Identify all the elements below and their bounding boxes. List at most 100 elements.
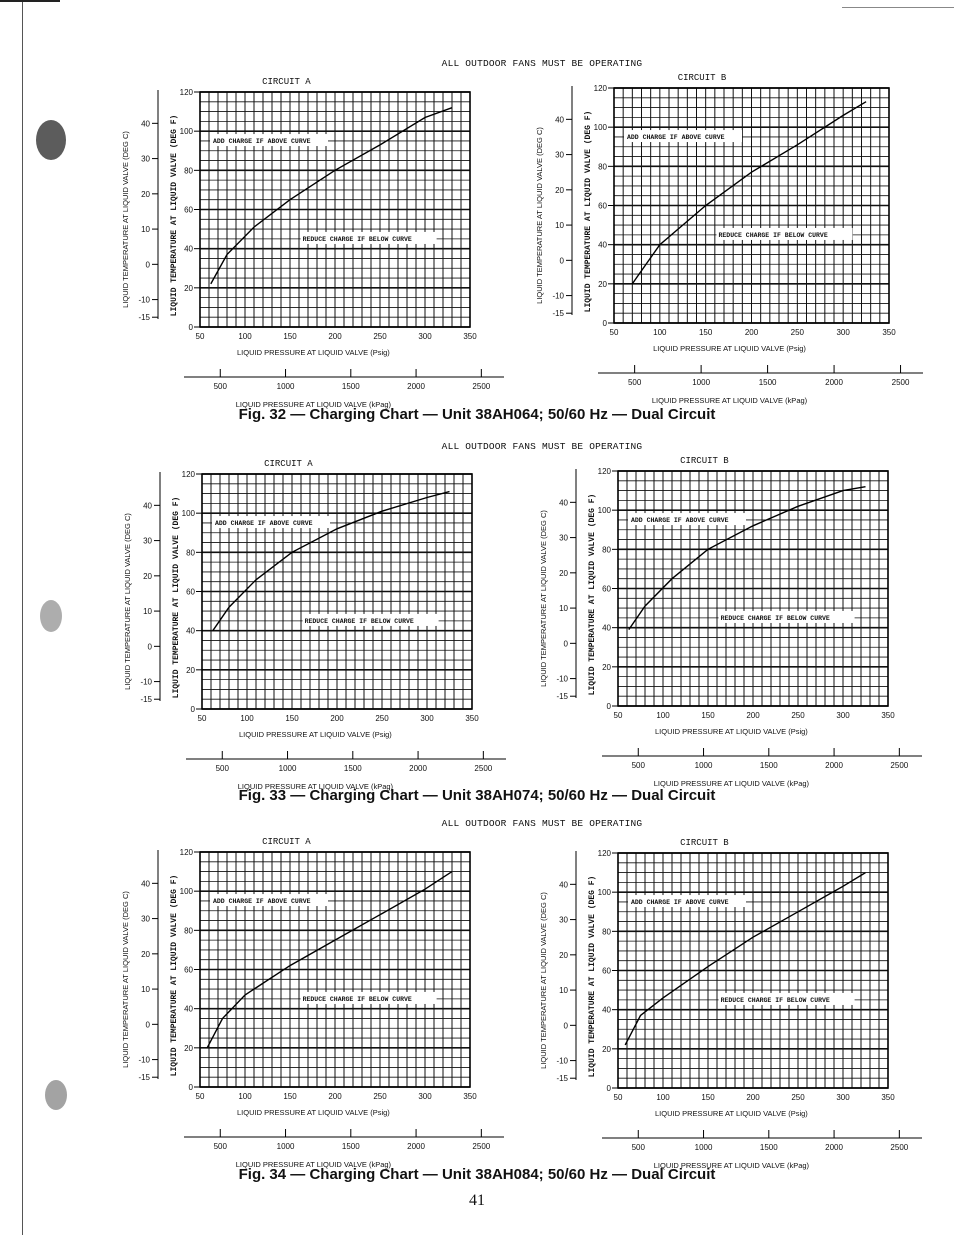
x-tick-label: 50 xyxy=(610,328,619,337)
y-tick-label: 60 xyxy=(184,206,193,215)
annotation-reduce-charge: REDUCE CHARGE IF BELOW CURVE xyxy=(719,232,828,239)
degc-tick-label: -10 xyxy=(556,1057,568,1066)
kpa-tick-label: 2000 xyxy=(407,1142,425,1151)
annotation-backdrop xyxy=(718,610,855,623)
degc-tick-label: 0 xyxy=(564,1021,569,1030)
annotation-backdrop xyxy=(212,516,330,529)
degc-tick-label: 10 xyxy=(559,986,568,995)
x-tick-label: 50 xyxy=(196,1092,205,1101)
page-top-rule xyxy=(842,7,954,8)
x-tick-label: 150 xyxy=(701,1093,715,1102)
y-tick-label: 80 xyxy=(186,548,195,557)
x-tick-label: 100 xyxy=(656,1093,670,1102)
fig34-banner: ALL OUTDOOR FANS MUST BE OPERATING xyxy=(441,818,643,829)
x-axis-label: LIQUID PRESSURE AT LIQUID VALVE (Psig) xyxy=(655,1109,808,1118)
page-number: 41 xyxy=(469,1192,485,1209)
kpa-tick-label: 500 xyxy=(632,761,646,770)
x-tick-label: 350 xyxy=(465,714,479,723)
y-tick-label: 120 xyxy=(598,849,612,858)
y-tick-label: 20 xyxy=(184,1044,193,1053)
kpa-axis-label: LIQUID PRESSURE AT LIQUID VALVE (kPag) xyxy=(236,400,392,409)
kpa-tick-label: 500 xyxy=(632,1143,646,1152)
x-tick-label: 250 xyxy=(373,1092,387,1101)
annotation-backdrop xyxy=(300,991,437,1004)
x-tick-label: 300 xyxy=(836,328,850,337)
y-tick-label: 120 xyxy=(180,848,194,857)
degc-tick-label: 0 xyxy=(564,639,569,648)
annotation-add-charge: ADD CHARGE IF ABOVE CURVE xyxy=(631,517,729,524)
degf-axis-label: LIQUID TEMPERATURE AT LIQUID VALVE (DEG … xyxy=(170,875,179,1077)
kpa-tick-label: 1000 xyxy=(692,378,710,387)
x-tick-label: 350 xyxy=(881,711,895,720)
y-tick-label: 40 xyxy=(184,1005,193,1014)
kpa-tick-label: 1000 xyxy=(277,382,295,391)
degc-tick-label: 40 xyxy=(143,501,152,510)
y-tick-label: 20 xyxy=(186,666,195,675)
kpa-axis-label: LIQUID PRESSURE AT LIQUID VALVE (kPag) xyxy=(238,782,394,791)
annotation-backdrop xyxy=(716,227,853,240)
degc-tick-label: 10 xyxy=(559,604,568,613)
degc-tick-label: 20 xyxy=(559,951,568,960)
charging-curve xyxy=(631,101,867,285)
degc-tick-label: -15 xyxy=(556,1074,568,1083)
degc-tick-label: 20 xyxy=(555,186,564,195)
kpa-tick-label: 500 xyxy=(216,764,230,773)
degc-tick-label: 40 xyxy=(141,879,150,888)
kpa-axis-label: LIQUID PRESSURE AT LIQUID VALVE (kPag) xyxy=(654,1161,810,1170)
fig32-banner: ALL OUTDOOR FANS MUST BE OPERATING xyxy=(441,58,643,69)
x-tick-label: 150 xyxy=(699,328,713,337)
y-tick-label: 80 xyxy=(602,927,611,936)
degc-tick-label: 30 xyxy=(559,916,568,925)
chart-title: CIRCUIT B xyxy=(680,456,729,466)
x-tick-label: 250 xyxy=(791,328,805,337)
y-tick-label: 100 xyxy=(180,127,194,136)
annotation-add-charge: ADD CHARGE IF ABOVE CURVE xyxy=(627,134,725,141)
annotation-reduce-charge: REDUCE CHARGE IF BELOW CURVE xyxy=(303,236,412,243)
y-tick-label: 20 xyxy=(184,284,193,293)
y-tick-label: 0 xyxy=(189,323,194,332)
y-tick-label: 20 xyxy=(602,1045,611,1054)
degc-tick-label: -15 xyxy=(138,1073,150,1082)
x-tick-label: 100 xyxy=(240,714,254,723)
chart-title: CIRCUIT B xyxy=(678,73,727,83)
y-tick-label: 120 xyxy=(180,88,194,97)
charging-curve xyxy=(624,872,866,1046)
x-axis-label: LIQUID PRESSURE AT LIQUID VALVE (Psig) xyxy=(653,344,806,353)
kpa-tick-label: 2500 xyxy=(472,382,490,391)
kpa-tick-label: 1500 xyxy=(759,378,777,387)
chart-title: CIRCUIT B xyxy=(680,838,729,848)
degc-tick-label: 30 xyxy=(143,537,152,546)
degc-tick-label: 20 xyxy=(141,950,150,959)
annotation-reduce-charge: REDUCE CHARGE IF BELOW CURVE xyxy=(305,618,414,625)
degc-tick-label: 10 xyxy=(555,221,564,230)
fig34-caption: Fig. 34 — Charging Chart — Unit 38AH084;… xyxy=(238,1166,716,1183)
annotation-backdrop xyxy=(300,231,437,244)
fig33-banner: ALL OUTDOOR FANS MUST BE OPERATING xyxy=(441,441,643,452)
kpa-tick-label: 1500 xyxy=(760,761,778,770)
kpa-tick-label: 1500 xyxy=(760,1143,778,1152)
x-tick-label: 300 xyxy=(418,332,432,341)
degc-tick-label: 10 xyxy=(143,607,152,616)
kpa-tick-label: 2000 xyxy=(825,761,843,770)
y-tick-label: 100 xyxy=(594,123,608,132)
degc-tick-label: -15 xyxy=(138,313,150,322)
y-tick-label: 60 xyxy=(602,967,611,976)
degf-axis-label: LIQUID TEMPERATURE AT LIQUID VALVE (DEG … xyxy=(170,115,179,317)
y-tick-label: 100 xyxy=(182,509,196,518)
annotation-backdrop xyxy=(628,895,746,908)
kpa-tick-label: 2000 xyxy=(825,378,843,387)
scan-speck xyxy=(40,600,62,632)
degc-tick-label: 0 xyxy=(146,260,151,269)
x-tick-label: 250 xyxy=(791,1093,805,1102)
annotation-add-charge: ADD CHARGE IF ABOVE CURVE xyxy=(215,520,313,527)
y-tick-label: 0 xyxy=(607,702,612,711)
x-tick-label: 350 xyxy=(882,328,896,337)
x-axis-label: LIQUID PRESSURE AT LIQUID VALVE (Psig) xyxy=(239,730,392,739)
x-tick-label: 100 xyxy=(238,1092,252,1101)
kpa-tick-label: 1500 xyxy=(342,382,360,391)
degc-tick-label: 30 xyxy=(141,155,150,164)
kpa-tick-label: 2500 xyxy=(474,764,492,773)
